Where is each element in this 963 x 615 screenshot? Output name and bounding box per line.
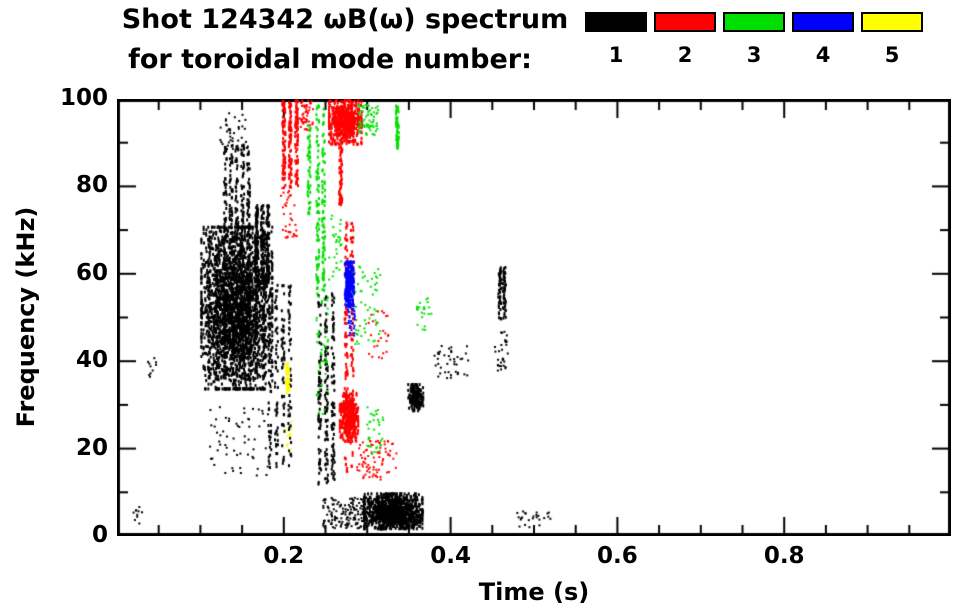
legend-label: 3 xyxy=(746,43,762,67)
legend: 1 2 3 4 5 xyxy=(585,12,923,66)
x-tick-label: 0.6 xyxy=(597,543,638,569)
legend-item: 3 xyxy=(723,12,785,66)
legend-swatch xyxy=(861,12,923,32)
legend-item: 2 xyxy=(654,12,716,66)
legend-label: 2 xyxy=(677,43,693,67)
legend-item: 1 xyxy=(585,12,647,66)
y-tick-label: 0 xyxy=(91,522,108,548)
legend-item: 5 xyxy=(861,12,923,66)
legend-swatch xyxy=(654,12,716,32)
y-tick-label: 40 xyxy=(75,347,108,374)
x-tick-label: 0.8 xyxy=(763,543,805,569)
figure-subtitle: for toroidal mode number: xyxy=(128,44,532,75)
legend-item: 4 xyxy=(792,12,854,66)
legend-label: 4 xyxy=(815,43,831,67)
x-tick-label: 0.4 xyxy=(430,543,471,569)
x-axis-title: Time (s) xyxy=(478,578,590,606)
y-tick-label: 20 xyxy=(75,434,108,461)
legend-swatch xyxy=(792,12,854,32)
y-tick-label: 60 xyxy=(75,259,108,286)
y-tick-label: 80 xyxy=(75,172,108,199)
legend-swatch xyxy=(585,12,647,32)
y-tick-label: 100 xyxy=(59,85,108,111)
plot-canvas xyxy=(117,99,951,536)
legend-label: 5 xyxy=(884,43,900,67)
figure-title: Shot 124342 ωB(ω) spectrum xyxy=(121,4,569,35)
y-axis-title: Frequency (kHz) xyxy=(12,206,40,428)
x-tick-label: 0.2 xyxy=(263,543,305,569)
legend-label: 1 xyxy=(608,43,624,67)
legend-swatch xyxy=(723,12,785,32)
